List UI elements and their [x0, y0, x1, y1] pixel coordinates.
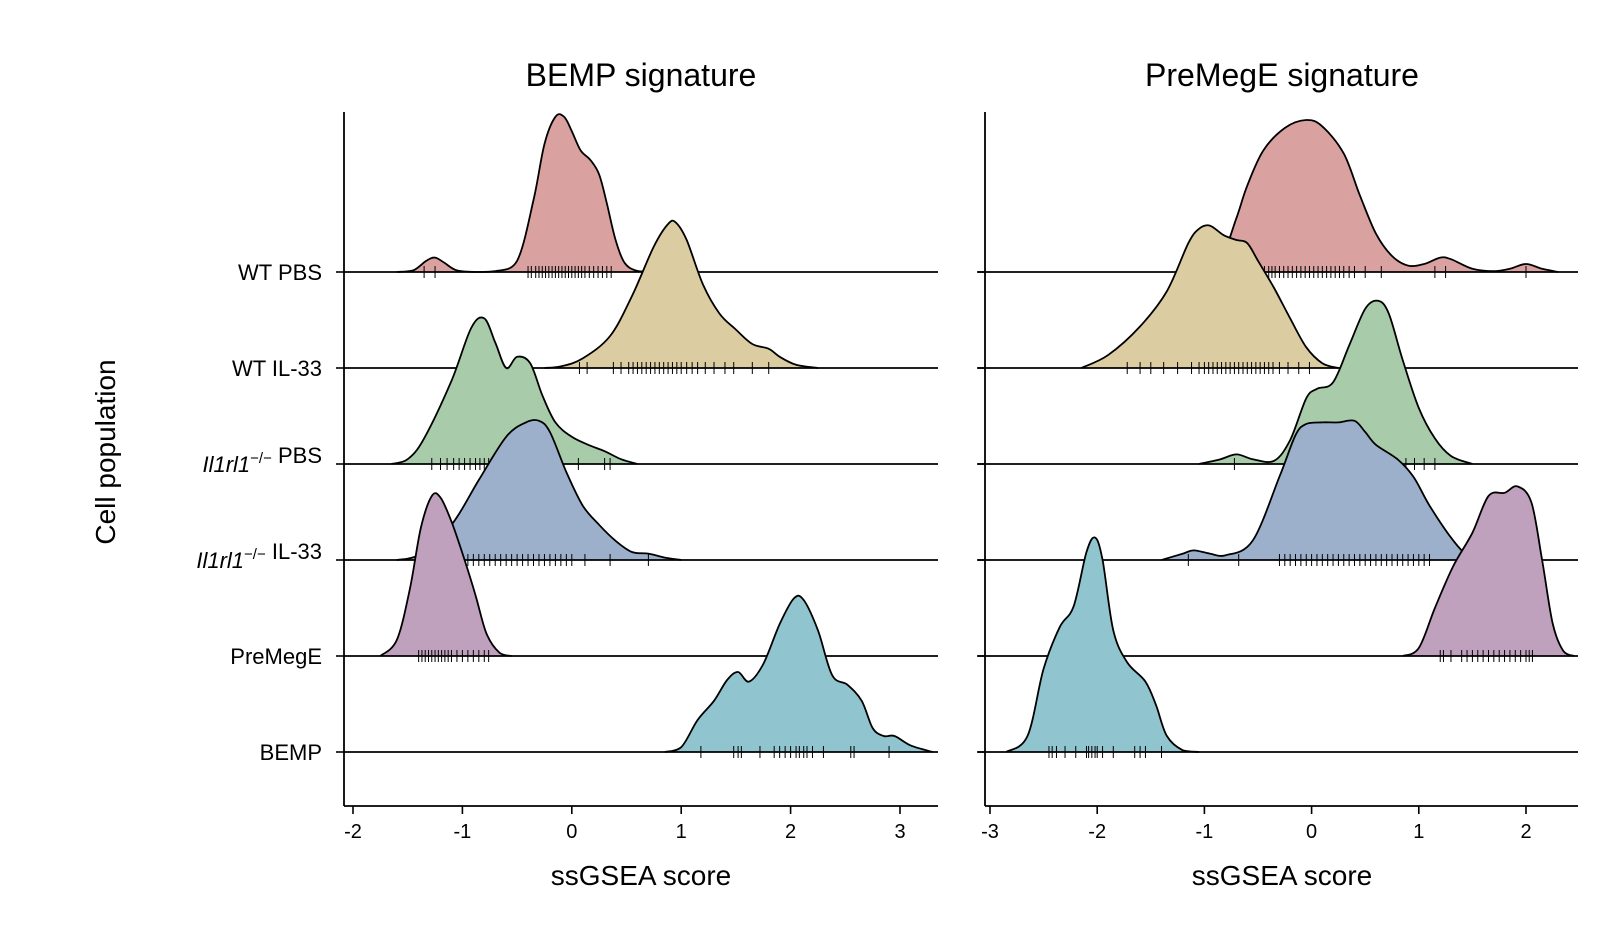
category-label: PreMegE: [230, 644, 322, 669]
category-label: Il1rl1−/− IL-33: [196, 539, 322, 573]
ridge-series: [978, 224, 1578, 374]
x-tick-label: -2: [344, 821, 362, 843]
density-fill: [544, 220, 818, 368]
panel-bemp-signature: BEMP signature ssGSEA score -2 -1 0 1 2 3 WT …: [196, 57, 938, 891]
category-label: Il1rl1−/− PBS: [202, 443, 322, 477]
panel-title: PreMegE signature: [1145, 57, 1419, 93]
category-labels: [977, 271, 985, 753]
x-tick-label: 2: [785, 821, 796, 843]
x-tick-label: 1: [676, 821, 687, 843]
panel-premege-signature: PreMegE signature ssGSEA score -3 -2 -1 0 1 2: [977, 57, 1578, 891]
density-fill: [1199, 119, 1559, 272]
density-outline: [1198, 299, 1473, 465]
x-tick-label: -1: [454, 821, 472, 843]
x-tick-label: -3: [981, 821, 999, 843]
density-fill: [380, 493, 512, 656]
x-tick-label: 0: [1306, 821, 1317, 843]
density-fill: [1199, 300, 1473, 464]
x-tick-label: -2: [1088, 821, 1106, 843]
ridge-series: [978, 536, 1578, 758]
density-fill: [1081, 225, 1339, 368]
ridge-series: [344, 492, 938, 662]
x-axis-label: ssGSEA score: [551, 860, 732, 891]
density-fill: [391, 317, 638, 464]
density-outline: [544, 219, 819, 369]
density-outline: [1161, 419, 1484, 561]
ridge-series: [978, 119, 1578, 278]
x-ticks: -3 -2 -1 0 1 2: [981, 806, 1532, 843]
x-tick-label: -1: [1196, 821, 1214, 843]
density-outline: [379, 492, 512, 657]
density-fill: [1402, 486, 1575, 656]
ridge-series: [344, 219, 938, 374]
x-tick-label: 3: [894, 821, 905, 843]
density-fill: [396, 419, 682, 560]
density-outline: [396, 418, 682, 561]
density-outline: [1198, 119, 1559, 273]
x-tick-label: 2: [1520, 821, 1531, 843]
density-fill: [1161, 420, 1484, 560]
density-outline: [391, 316, 638, 465]
category-label: WT IL-33: [232, 356, 322, 381]
y-axis-label: Cell population: [90, 359, 121, 544]
density-fill: [664, 595, 933, 752]
density-outline: [1402, 485, 1575, 657]
category-label: BEMP: [260, 740, 322, 765]
x-axis-label: ssGSEA score: [1192, 860, 1373, 891]
density-outline: [1005, 536, 1200, 753]
x-tick-label: 1: [1413, 821, 1424, 843]
ridge-series: [344, 113, 938, 278]
density-fill: [396, 114, 649, 272]
x-ticks: -2 -1 0 1 2 3: [344, 806, 906, 843]
density-outline: [396, 113, 649, 273]
category-label: WT PBS: [238, 260, 322, 285]
x-tick-label: 0: [566, 821, 577, 843]
ridges: [344, 113, 938, 758]
ridges: [978, 119, 1578, 758]
density-outline: [1080, 224, 1339, 369]
category-labels: WT PBS WT IL-33 Il1rl1−/− PBS Il1rl1−/− IL-…: [196, 260, 344, 765]
ridge-series: [344, 594, 938, 758]
panel-title: BEMP signature: [526, 57, 757, 93]
density-fill: [1006, 537, 1199, 752]
density-outline: [664, 594, 934, 753]
